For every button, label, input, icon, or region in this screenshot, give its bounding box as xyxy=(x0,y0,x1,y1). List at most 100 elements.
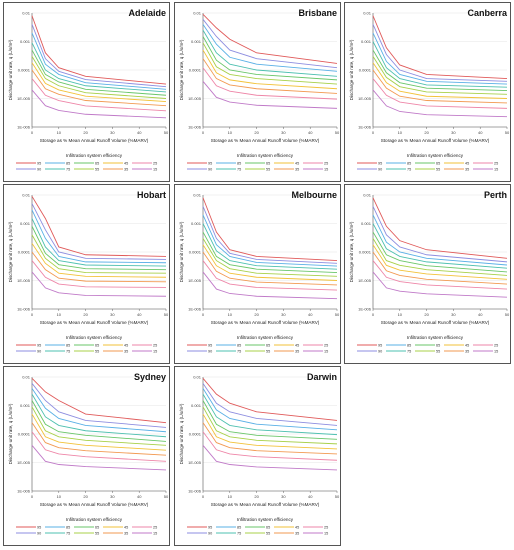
y-tick-label: 0.0001 xyxy=(359,67,372,72)
x-tick-label: 0 xyxy=(372,130,375,135)
legend-label-15: 15 xyxy=(324,349,328,353)
chart-panel-brisbane: 0.01 0.001 0.0001 1E-005 1E-006 0 10 20 30 40 50 Br… xyxy=(174,2,341,182)
legend-label-75: 75 xyxy=(237,531,241,535)
x-tick-label: 40 xyxy=(308,130,313,135)
legend-label-75: 75 xyxy=(66,531,70,535)
y-tick-label: 1E-006 xyxy=(17,488,31,493)
legend-label-55: 55 xyxy=(436,349,440,353)
legend-label-65: 65 xyxy=(436,343,440,347)
chart-panel-darwin: 0.01 0.001 0.0001 1E-005 1E-006 0 10 20 30 40 50 Da… xyxy=(174,366,341,546)
x-tick-label: 20 xyxy=(254,130,259,135)
y-tick-label: 0.001 xyxy=(20,221,31,226)
y-tick-label: 0.001 xyxy=(361,221,372,226)
y-tick-label: 1E-006 xyxy=(17,124,31,129)
series-line-75 xyxy=(202,223,338,270)
y-tick-label: 1E-006 xyxy=(188,306,202,311)
y-tick-label: 0.01 xyxy=(22,10,31,15)
legend-label-85: 85 xyxy=(66,343,70,347)
y-tick-label: 1E-005 xyxy=(188,278,202,283)
chart-panel-hobart: 0.01 0.001 0.0001 1E-005 1E-006 0 10 20 30 40 50 Ho… xyxy=(3,184,170,364)
x-tick-label: 0 xyxy=(202,312,205,317)
x-tick-label: 20 xyxy=(83,312,88,317)
chart-panel-canberra: 0.01 0.001 0.0001 1E-005 1E-006 0 10 20 30 40 50 Ca… xyxy=(344,2,511,182)
series-line-65 xyxy=(31,49,167,96)
x-tick-label: 50 xyxy=(164,494,169,499)
series-line-35 xyxy=(31,251,167,283)
chart-title: Perth xyxy=(484,190,507,200)
series-line-45 xyxy=(31,62,167,103)
series-line-65 xyxy=(31,226,167,271)
y-axis-label: Discharge unit rate, q (L/s/m²) xyxy=(8,221,13,282)
legend-label-75: 75 xyxy=(237,349,241,353)
x-tick-label: 10 xyxy=(57,130,62,135)
legend-label-65: 65 xyxy=(436,161,440,165)
series-line-15 xyxy=(202,81,338,109)
series-line-45 xyxy=(372,62,508,99)
series-line-55 xyxy=(202,406,338,445)
x-tick-label: 30 xyxy=(281,494,286,499)
series-line-95 xyxy=(31,196,167,257)
y-tick-label: 0.01 xyxy=(22,192,31,197)
y-tick-label: 1E-005 xyxy=(17,96,31,101)
y-tick-label: 0.01 xyxy=(363,192,372,197)
series-line-55 xyxy=(31,234,167,274)
y-axis-label: Discharge unit rate, q (L/s/m²) xyxy=(349,221,354,282)
y-tick-label: 1E-005 xyxy=(188,460,202,465)
legend-label-35: 35 xyxy=(124,349,128,353)
series-line-15 xyxy=(372,271,508,298)
x-tick-label: 30 xyxy=(110,494,115,499)
x-axis-label: Storage as % Mean Annual Runoff Volume (… xyxy=(40,502,149,507)
y-tick-label: 0.01 xyxy=(193,192,202,197)
x-axis-label: Storage as % Mean Annual Runoff Volume (… xyxy=(40,138,149,143)
series-line-35 xyxy=(31,69,167,107)
legend-label-55: 55 xyxy=(95,349,99,353)
legend-title: Infiltration system efficiency xyxy=(407,335,464,340)
x-tick-label: 40 xyxy=(478,312,483,317)
series-line-55 xyxy=(31,406,167,446)
legend-title: Infiltration system efficiency xyxy=(66,517,123,522)
legend-label-95: 95 xyxy=(208,161,212,165)
x-tick-label: 50 xyxy=(335,494,340,499)
series-line-85 xyxy=(31,209,167,264)
x-axis-label: Storage as % Mean Annual Runoff Volume (… xyxy=(381,138,490,143)
legend-label-90: 90 xyxy=(208,531,212,535)
x-tick-label: 30 xyxy=(281,312,286,317)
legend-label-55: 55 xyxy=(95,167,99,171)
series-line-15 xyxy=(31,445,167,471)
legend-label-35: 35 xyxy=(295,167,299,171)
y-tick-label: 0.01 xyxy=(193,10,202,15)
x-tick-label: 50 xyxy=(335,130,340,135)
legend-label-15: 15 xyxy=(324,167,328,171)
series-line-65 xyxy=(202,36,338,81)
series-line-95 xyxy=(372,197,508,259)
legend-label-85: 85 xyxy=(407,343,411,347)
legend-label-55: 55 xyxy=(266,167,270,171)
series-line-55 xyxy=(372,56,508,95)
legend-label-85: 85 xyxy=(407,161,411,165)
legend-label-90: 90 xyxy=(37,167,41,171)
y-tick-label: 0.001 xyxy=(191,221,202,226)
legend-title: Infiltration system efficiency xyxy=(237,335,294,340)
legend-label-45: 45 xyxy=(124,343,128,347)
x-tick-label: 20 xyxy=(83,494,88,499)
legend-label-95: 95 xyxy=(208,525,212,529)
series-line-25 xyxy=(202,67,338,100)
x-tick-label: 40 xyxy=(478,130,483,135)
legend-label-25: 25 xyxy=(494,161,498,165)
y-tick-label: 0.0001 xyxy=(189,249,202,254)
x-tick-label: 0 xyxy=(202,494,205,499)
series-line-65 xyxy=(202,231,338,274)
legend-label-25: 25 xyxy=(153,161,157,165)
x-tick-label: 40 xyxy=(308,494,313,499)
y-axis-label: Discharge unit rate, q (L/s/m²) xyxy=(179,39,184,100)
legend-label-55: 55 xyxy=(266,531,270,535)
legend-label-90: 90 xyxy=(37,531,41,535)
series-line-35 xyxy=(372,69,508,104)
legend-label-85: 85 xyxy=(66,525,70,529)
series-line-90 xyxy=(31,203,167,260)
y-tick-label: 0.0001 xyxy=(18,249,31,254)
x-tick-label: 30 xyxy=(451,130,456,135)
